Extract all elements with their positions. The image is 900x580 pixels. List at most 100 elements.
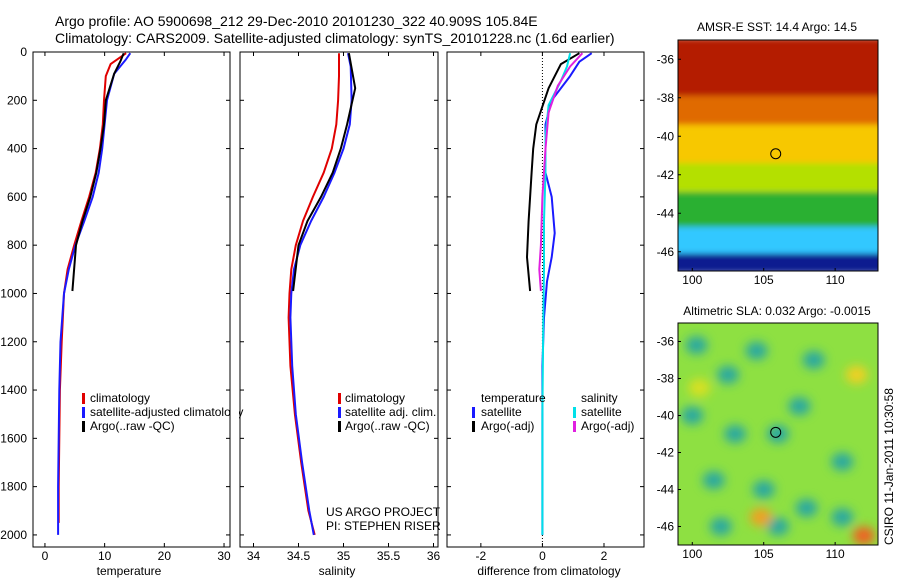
sst-band: [678, 40, 878, 100]
sla-anomaly-blob: [681, 406, 704, 425]
difference-series-salinity-argo: [538, 52, 584, 292]
depth-tick-label: 1600: [0, 431, 27, 445]
sst-map-axes: 100 105 110 -36 -38 -40 -42 -44 -46: [657, 52, 845, 287]
depth-tick-label: 400: [7, 142, 27, 156]
sst-band: [678, 124, 878, 168]
sla-anomaly-blob: [852, 526, 875, 545]
legend-swatch-temp-satellite: [472, 407, 475, 418]
salinity-x-tick-label: 36: [427, 549, 441, 563]
sst-band: [678, 226, 878, 258]
depth-tick-label: 200: [7, 93, 27, 107]
header-line-1: Argo profile: AO 5900698_212 29-Dec-2010…: [55, 13, 538, 29]
legend-title: salinity: [581, 391, 618, 405]
sla-anomaly-blob: [831, 508, 854, 527]
sla-anomaly-blob: [717, 365, 739, 384]
legend-label: satellite adj. clim.: [345, 405, 436, 419]
sst-lon-tick-label: 105: [754, 273, 774, 287]
legend-label: Argo(..raw -QC): [345, 419, 430, 433]
sst-band: [678, 95, 878, 129]
sla-map-frame: [677, 322, 879, 546]
legend-swatch-sal-satellite: [573, 407, 576, 418]
salinity-series-satellite-adj-clim-: [289, 53, 353, 536]
sst-lat-tick-label: -36: [657, 52, 675, 66]
salinity-legend: climatology satellite adj. clim. Argo(..…: [338, 391, 436, 433]
temperature-x-tick-label: 10: [98, 549, 112, 563]
temperature-series: [57, 52, 132, 535]
salinity-series-argo: [292, 53, 357, 292]
legend-swatch-sal-argo: [573, 421, 576, 432]
sla-lat-tick-label: -46: [657, 520, 675, 534]
depth-tick-label: 0: [20, 45, 27, 59]
difference-x-axis: -2 0 2: [447, 51, 644, 563]
sla-lat-tick-label: -42: [657, 446, 675, 460]
legend-swatch-argo: [338, 421, 341, 432]
salinity-x-axis: 34 34.5 35 35.5 36: [240, 51, 441, 563]
salinity-panel-frame: [239, 51, 439, 548]
temperature-x-tick-label: 20: [158, 549, 172, 563]
sla-anomaly-blob: [688, 378, 711, 397]
salinity-series-climatology: [287, 53, 340, 536]
sla-anomaly-blob: [845, 365, 868, 384]
sst-map-title: AMSR-E SST: 14.4 Argo: 14.5: [697, 20, 857, 34]
temperature-axis-label: temperature: [97, 564, 162, 578]
salinity-x-tick-label: 34: [247, 549, 261, 563]
sst-argo-location-marker: [770, 148, 782, 160]
sst-band: [678, 192, 878, 231]
legend-label: climatology: [90, 391, 150, 405]
legend-clip: [231, 390, 239, 435]
sla-anomaly-blob: [802, 351, 825, 369]
difference-x-tick-label: 2: [601, 549, 608, 563]
sla-anomaly-blob: [724, 425, 747, 443]
temperature-legend: climatology satellite-adjusted climatolo…: [82, 391, 243, 433]
difference-legend-temperature: temperature satellite Argo(-adj): [472, 391, 546, 433]
sla-anomaly-blob: [767, 517, 789, 536]
depth-tick-label: 1800: [0, 480, 27, 494]
salinity-series: [287, 53, 357, 536]
depth-tick-label: 800: [7, 238, 27, 252]
sst-lat-tick-label: -44: [657, 206, 675, 220]
sla-anomaly-blob: [749, 508, 772, 527]
legend-title: temperature: [481, 391, 546, 405]
difference-series-temperature-satellite: [541, 52, 593, 535]
sla-lon-tick-label: 110: [826, 547, 845, 561]
sla-lat-tick-label: -36: [657, 335, 675, 349]
sst-lat-tick-label: -40: [657, 129, 675, 143]
depth-tick-label: 1000: [0, 286, 27, 300]
legend-swatch-climatology: [338, 393, 341, 404]
sla-anomaly-blob: [709, 517, 732, 536]
sla-anomaly-blob: [685, 336, 708, 355]
difference-x-tick-label: 0: [539, 549, 546, 563]
sst-band: [678, 253, 878, 271]
temperature-x-tick-label: 30: [217, 549, 231, 563]
sla-map-title: Altimetric SLA: 0.032 Argo: -0.0015: [683, 304, 871, 318]
difference-x-tick-label: -2: [476, 549, 487, 563]
depth-tick-label: 600: [7, 190, 27, 204]
sla-lon-tick-label: 105: [754, 547, 774, 561]
salinity-axis-label: salinity: [319, 564, 356, 578]
sst-color-field: [678, 40, 878, 271]
difference-series-temperature-argo: [526, 52, 580, 292]
sla-anomaly-blob: [788, 397, 811, 416]
sst-lon-tick-label: 110: [826, 273, 845, 287]
header-line-2: Climatology: CARS2009. Satellite-adjuste…: [55, 30, 615, 46]
sla-lat-tick-label: -40: [657, 409, 675, 423]
difference-legend-salinity: salinity satellite Argo(-adj): [573, 391, 634, 433]
sla-lat-tick-label: -38: [657, 372, 675, 386]
salinity-x-tick-label: 35.5: [377, 549, 401, 563]
sst-lat-tick-label: -42: [657, 168, 675, 182]
difference-series: [526, 52, 593, 535]
legend-swatch-satellite: [338, 407, 341, 418]
legend-label: climatology: [345, 391, 405, 405]
temperature-series-argo: [71, 52, 125, 292]
legend-label: satellite: [481, 405, 522, 419]
temperature-x-axis: 0 10 20 30: [33, 51, 231, 563]
temperature-x-tick-label: 0: [42, 549, 49, 563]
depth-tick-label: 2000: [0, 528, 27, 542]
legend-label: Argo(..raw -QC): [90, 419, 175, 433]
sst-lon-tick-label: 100: [682, 273, 702, 287]
difference-axis-label: difference from climatology: [477, 564, 620, 578]
legend-label: Argo(-adj): [481, 419, 534, 433]
sla-anomaly-blob: [831, 452, 854, 471]
sla-anomaly-blob: [767, 425, 789, 443]
